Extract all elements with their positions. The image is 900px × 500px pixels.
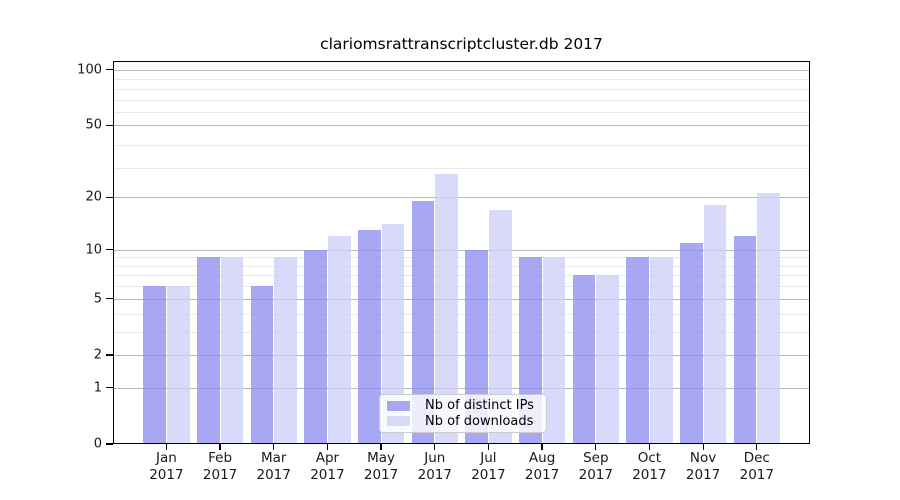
y-axis-tick <box>106 196 113 198</box>
y-axis-tick <box>106 387 113 389</box>
bar-downloads-aug <box>542 257 566 444</box>
x-axis-tick <box>434 444 436 450</box>
major-gridline <box>113 125 810 127</box>
major-gridline <box>113 354 810 356</box>
x-axis-tick <box>219 444 221 450</box>
x-axis-tick-label: Jul 2017 <box>471 450 506 483</box>
y-axis-tick <box>106 69 113 71</box>
x-axis-tick-label: Mar 2017 <box>256 450 291 483</box>
x-axis-tick <box>541 444 543 450</box>
x-axis-tick-label: Sep 2017 <box>578 450 613 483</box>
x-axis-tick-label: Jan 2017 <box>149 450 184 483</box>
bar-distinct-ips-jan <box>143 286 166 444</box>
bar-distinct-ips-feb <box>196 257 220 444</box>
x-axis-tick <box>702 444 704 450</box>
minor-gridline <box>113 313 810 315</box>
legend-item-distinct-ips: Nb of distinct IPs <box>387 398 546 414</box>
y-axis-tick-label: 0 <box>93 436 102 452</box>
minor-gridline <box>113 168 810 170</box>
bar-downloads-jul <box>488 209 512 444</box>
x-axis-tick-label: Feb 2017 <box>202 450 238 483</box>
x-axis-tick <box>273 444 275 450</box>
x-axis-tick <box>487 444 490 450</box>
bar-downloads-oct <box>649 257 673 444</box>
x-axis-tick <box>648 444 651 450</box>
minor-gridline <box>113 286 810 288</box>
y-axis-tick <box>106 354 113 356</box>
major-gridline <box>113 298 810 300</box>
bar-downloads-jan <box>166 286 190 444</box>
minor-gridline <box>113 79 810 81</box>
minor-gridline <box>113 88 810 90</box>
x-axis-tick-label: Nov 2017 <box>685 450 721 483</box>
bar-distinct-ips-jun <box>411 201 435 444</box>
y-axis-tick-label: 50 <box>85 117 102 133</box>
bar-distinct-ips-apr <box>304 249 327 444</box>
x-axis-tick-label: Jun 2017 <box>417 450 452 483</box>
minor-gridline <box>113 275 810 277</box>
x-axis-tick-label: Aug 2017 <box>524 450 560 483</box>
bar-distinct-ips-oct <box>626 257 649 444</box>
y-axis-tick-label: 20 <box>85 189 102 205</box>
major-gridline <box>113 249 810 251</box>
x-axis-tick-label: Dec 2017 <box>739 450 774 483</box>
minor-gridline <box>113 265 810 267</box>
bar-downloads-mar <box>274 257 297 444</box>
y-axis-tick-label: 2 <box>93 347 102 363</box>
bar-distinct-ips-dec <box>733 236 757 444</box>
y-axis-tick <box>106 298 113 300</box>
bar-distinct-ips-sep <box>572 275 596 444</box>
y-axis-tick <box>106 248 113 251</box>
minor-gridline <box>113 257 810 259</box>
x-axis-tick <box>756 444 758 450</box>
minor-gridline <box>113 144 810 146</box>
bar-downloads-feb <box>220 257 244 444</box>
y-axis-tick <box>106 124 113 126</box>
bar-distinct-ips-mar <box>250 286 274 444</box>
legend-swatch-distinct-ips <box>387 400 410 411</box>
y-axis-tick-label: 10 <box>85 242 102 258</box>
x-axis-tick <box>165 444 168 450</box>
bar-downloads-nov <box>703 205 727 444</box>
minor-gridline <box>113 331 810 333</box>
x-axis-tick-label: Oct 2017 <box>632 450 667 483</box>
legend: Nb of distinct IPs Nb of downloads <box>379 394 547 433</box>
bar-downloads-sep <box>596 275 619 444</box>
major-gridline <box>113 387 810 389</box>
bar-downloads-may <box>381 224 405 444</box>
bar-distinct-ips-may <box>357 230 381 444</box>
bar-downloads-jun <box>435 173 458 444</box>
bar-downloads-apr <box>327 236 351 444</box>
legend-item-downloads: Nb of downloads <box>387 414 546 430</box>
major-gridline <box>113 69 810 71</box>
x-axis-tick <box>326 444 329 450</box>
minor-gridline <box>113 99 810 101</box>
y-axis-tick-label: 100 <box>77 62 102 78</box>
major-gridline <box>113 197 810 199</box>
y-axis-tick-label: 1 <box>93 380 102 396</box>
y-axis-tick-label: 5 <box>93 291 102 307</box>
minor-gridline <box>113 112 810 113</box>
bar-distinct-ips-nov <box>679 242 703 444</box>
legend-swatch-downloads <box>387 416 410 427</box>
bar-downloads-dec <box>757 193 780 444</box>
x-axis-tick-label: May 2017 <box>363 450 399 483</box>
x-axis-tick <box>380 444 382 450</box>
legend-label-downloads: Nb of downloads <box>425 413 534 429</box>
y-axis-tick <box>106 443 113 445</box>
x-axis-tick-label: Apr 2017 <box>310 450 345 483</box>
legend-label-distinct-ips: Nb of distinct IPs <box>425 398 534 414</box>
chart-title: clariomsrattranscriptcluster.db 2017 <box>320 35 603 53</box>
x-axis-tick <box>595 444 597 450</box>
plot-area: Nb of distinct IPs Nb of downloads <box>113 61 810 444</box>
